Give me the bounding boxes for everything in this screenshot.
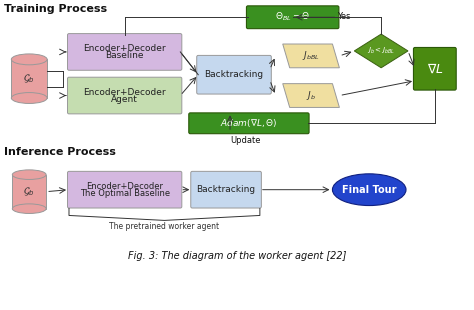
Text: $J_b < J_{bBL}$: $J_b < J_{bBL}$	[367, 46, 395, 56]
Ellipse shape	[12, 170, 46, 179]
Text: Fig. 3: The diagram of the worker agent [22]: Fig. 3: The diagram of the worker agent …	[128, 251, 346, 261]
Text: $\Theta_{BL} = \Theta$: $\Theta_{BL} = \Theta$	[275, 11, 310, 24]
FancyBboxPatch shape	[246, 6, 339, 29]
Text: $J_b$: $J_b$	[306, 89, 316, 102]
Ellipse shape	[12, 204, 46, 214]
Ellipse shape	[11, 93, 47, 104]
Text: $\nabla L$: $\nabla L$	[427, 62, 443, 76]
Text: Final Tour: Final Tour	[342, 185, 396, 195]
Text: $\mathcal{G}_b$: $\mathcal{G}_b$	[23, 73, 35, 85]
Text: Inference Process: Inference Process	[4, 147, 116, 157]
Text: The pretrained worker agent: The pretrained worker agent	[109, 222, 219, 231]
Text: Baseline: Baseline	[105, 51, 144, 60]
Ellipse shape	[332, 174, 406, 206]
Text: Backtracking: Backtracking	[197, 185, 255, 194]
Text: Yes: Yes	[337, 12, 351, 21]
Text: Encoder+Decoder: Encoder+Decoder	[83, 44, 166, 53]
Text: Backtracking: Backtracking	[204, 70, 264, 79]
FancyBboxPatch shape	[197, 55, 271, 94]
Polygon shape	[283, 84, 339, 108]
Text: $Adam(\nabla L, \Theta)$: $Adam(\nabla L, \Theta)$	[220, 117, 278, 129]
FancyBboxPatch shape	[11, 59, 47, 98]
Text: Encoder+Decoder: Encoder+Decoder	[83, 87, 166, 97]
Text: Training Process: Training Process	[4, 4, 108, 14]
Text: $\mathcal{G}_b$: $\mathcal{G}_b$	[23, 185, 35, 198]
Text: Update: Update	[231, 136, 261, 145]
FancyBboxPatch shape	[67, 77, 182, 114]
Polygon shape	[283, 44, 339, 68]
Text: Encoder+Decoder: Encoder+Decoder	[86, 182, 163, 191]
FancyBboxPatch shape	[413, 47, 456, 90]
Text: Agent: Agent	[111, 95, 138, 104]
Text: $J_{bBL}$: $J_{bBL}$	[302, 49, 320, 62]
FancyBboxPatch shape	[191, 171, 261, 208]
Polygon shape	[354, 34, 408, 68]
Text: The Optimal Baseline: The Optimal Baseline	[80, 189, 170, 198]
FancyBboxPatch shape	[67, 171, 182, 208]
FancyBboxPatch shape	[189, 113, 309, 134]
Ellipse shape	[11, 54, 47, 65]
FancyBboxPatch shape	[12, 175, 46, 209]
FancyBboxPatch shape	[67, 33, 182, 70]
